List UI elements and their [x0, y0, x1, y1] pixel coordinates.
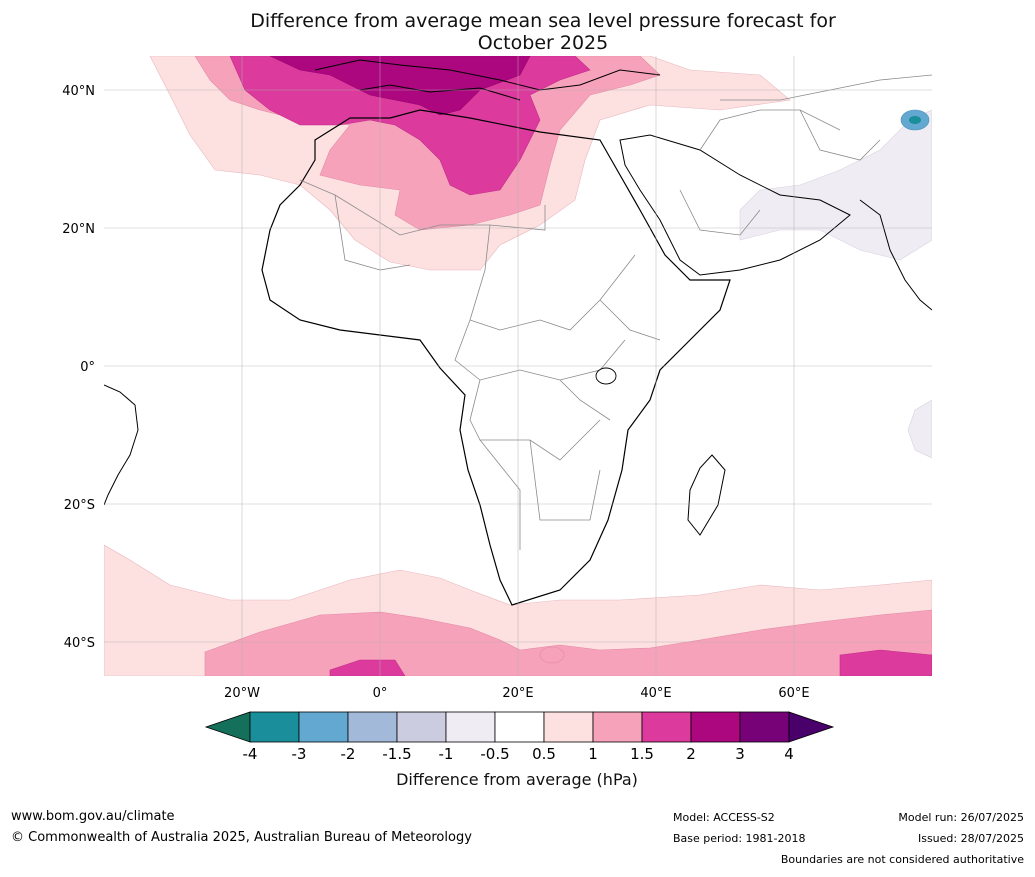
footer-issued: Issued: 28/07/2025: [917, 832, 1024, 845]
gridlines: [104, 56, 932, 676]
colorbar-segment: [298, 711, 349, 743]
colorbar-segment: [347, 711, 398, 743]
colorbar-segment: [249, 711, 300, 743]
colorbar-segment: [445, 711, 496, 743]
anomaly-2.0-north: [269, 56, 531, 116]
lat-label-20s: 20°S: [64, 498, 95, 513]
colorbar-tick-label: -2: [341, 745, 356, 763]
lat-label-40n: 40°N: [62, 84, 95, 99]
footer-disclaimer: Boundaries are not considered authoritat…: [780, 853, 1024, 866]
lat-labels: 40°N 20°N 0° 20°S 40°S: [62, 84, 95, 651]
footer-model-run: Model run: 26/07/2025: [898, 811, 1024, 824]
africa-coastline: [261, 109, 731, 606]
lat-label-0: 0°: [80, 360, 95, 375]
colorbar-segment: [690, 711, 741, 743]
colorbar-tick-label: -1: [439, 745, 454, 763]
anomaly-1.5-south: [839, 649, 932, 676]
colorbar-tick-label: -1.5: [382, 745, 411, 763]
colorbar-tick-label: 3: [735, 745, 745, 763]
footer-copyright: © Commonwealth of Australia 2025, Austra…: [11, 830, 472, 845]
colorbar-segment: [739, 711, 790, 743]
lon-labels: 20°W 0° 20°E 40°E 60°E: [224, 686, 810, 701]
anomaly-neg-himalaya-core: [909, 116, 921, 124]
lon-label-20w: 20°W: [224, 686, 260, 701]
colorbar-tick-label: -3: [292, 745, 307, 763]
lon-label-40e: 40°E: [640, 686, 671, 701]
lon-label-20e: 20°E: [502, 686, 533, 701]
arabia-coastline: [619, 134, 851, 276]
colorbar-segment: [641, 711, 692, 743]
anomaly-1.5-south-west: [329, 659, 406, 676]
anomaly-neg-0.5-indian: [907, 399, 932, 459]
footer-model: Model: ACCESS-S2: [673, 811, 775, 824]
footer-website: www.bom.gov.au/climate: [11, 809, 175, 824]
colorbar-under-arrow: [204, 711, 251, 743]
footer-base-period: Base period: 1981-2018: [673, 832, 806, 845]
colorbar-label: Difference from average (hPa): [396, 770, 638, 789]
colorbar-segment: [592, 711, 643, 743]
colorbar: -4 -3 -2 -1.5 -1 -0.5 0.5 1 1.5 2 3 4: [204, 711, 835, 763]
anomaly-1.5-north: [229, 56, 591, 196]
lon-label-0: 0°: [373, 686, 388, 701]
colorbar-tick-label: -0.5: [480, 745, 509, 763]
colorbar-tick-label: 1.5: [630, 745, 654, 763]
lon-label-60e: 60°E: [778, 686, 809, 701]
india-coastline: [859, 199, 932, 311]
colorbar-tick-label: 1: [588, 745, 598, 763]
country-borders: [299, 74, 932, 550]
title-line-2: October 2025: [477, 32, 609, 54]
title-line-1: Difference from average mean sea level p…: [250, 10, 836, 32]
colorbar-over-arrow: [788, 711, 835, 743]
madagascar-coastline: [687, 454, 726, 536]
anomaly-fields: [104, 56, 932, 676]
lat-label-20n: 20°N: [62, 222, 95, 237]
colorbar-tick-label: 0.5: [532, 745, 556, 763]
map-title: Difference from average mean sea level p…: [0, 10, 1035, 54]
colorbar-segment: [543, 711, 594, 743]
colorbar-tick-label: 2: [686, 745, 696, 763]
anomaly-neg-0.5-arabian: [739, 109, 932, 261]
south-america-coastline: [104, 384, 139, 506]
colorbar-segment: [494, 711, 545, 743]
lake-victoria: [595, 367, 617, 385]
colorbar-segment: [396, 711, 447, 743]
anomaly-1.0-south-patch: [539, 646, 565, 664]
colorbar-tick-label: -4: [243, 745, 258, 763]
colorbar-tick-label: 4: [784, 745, 794, 763]
lat-label-40s: 40°S: [64, 636, 95, 651]
